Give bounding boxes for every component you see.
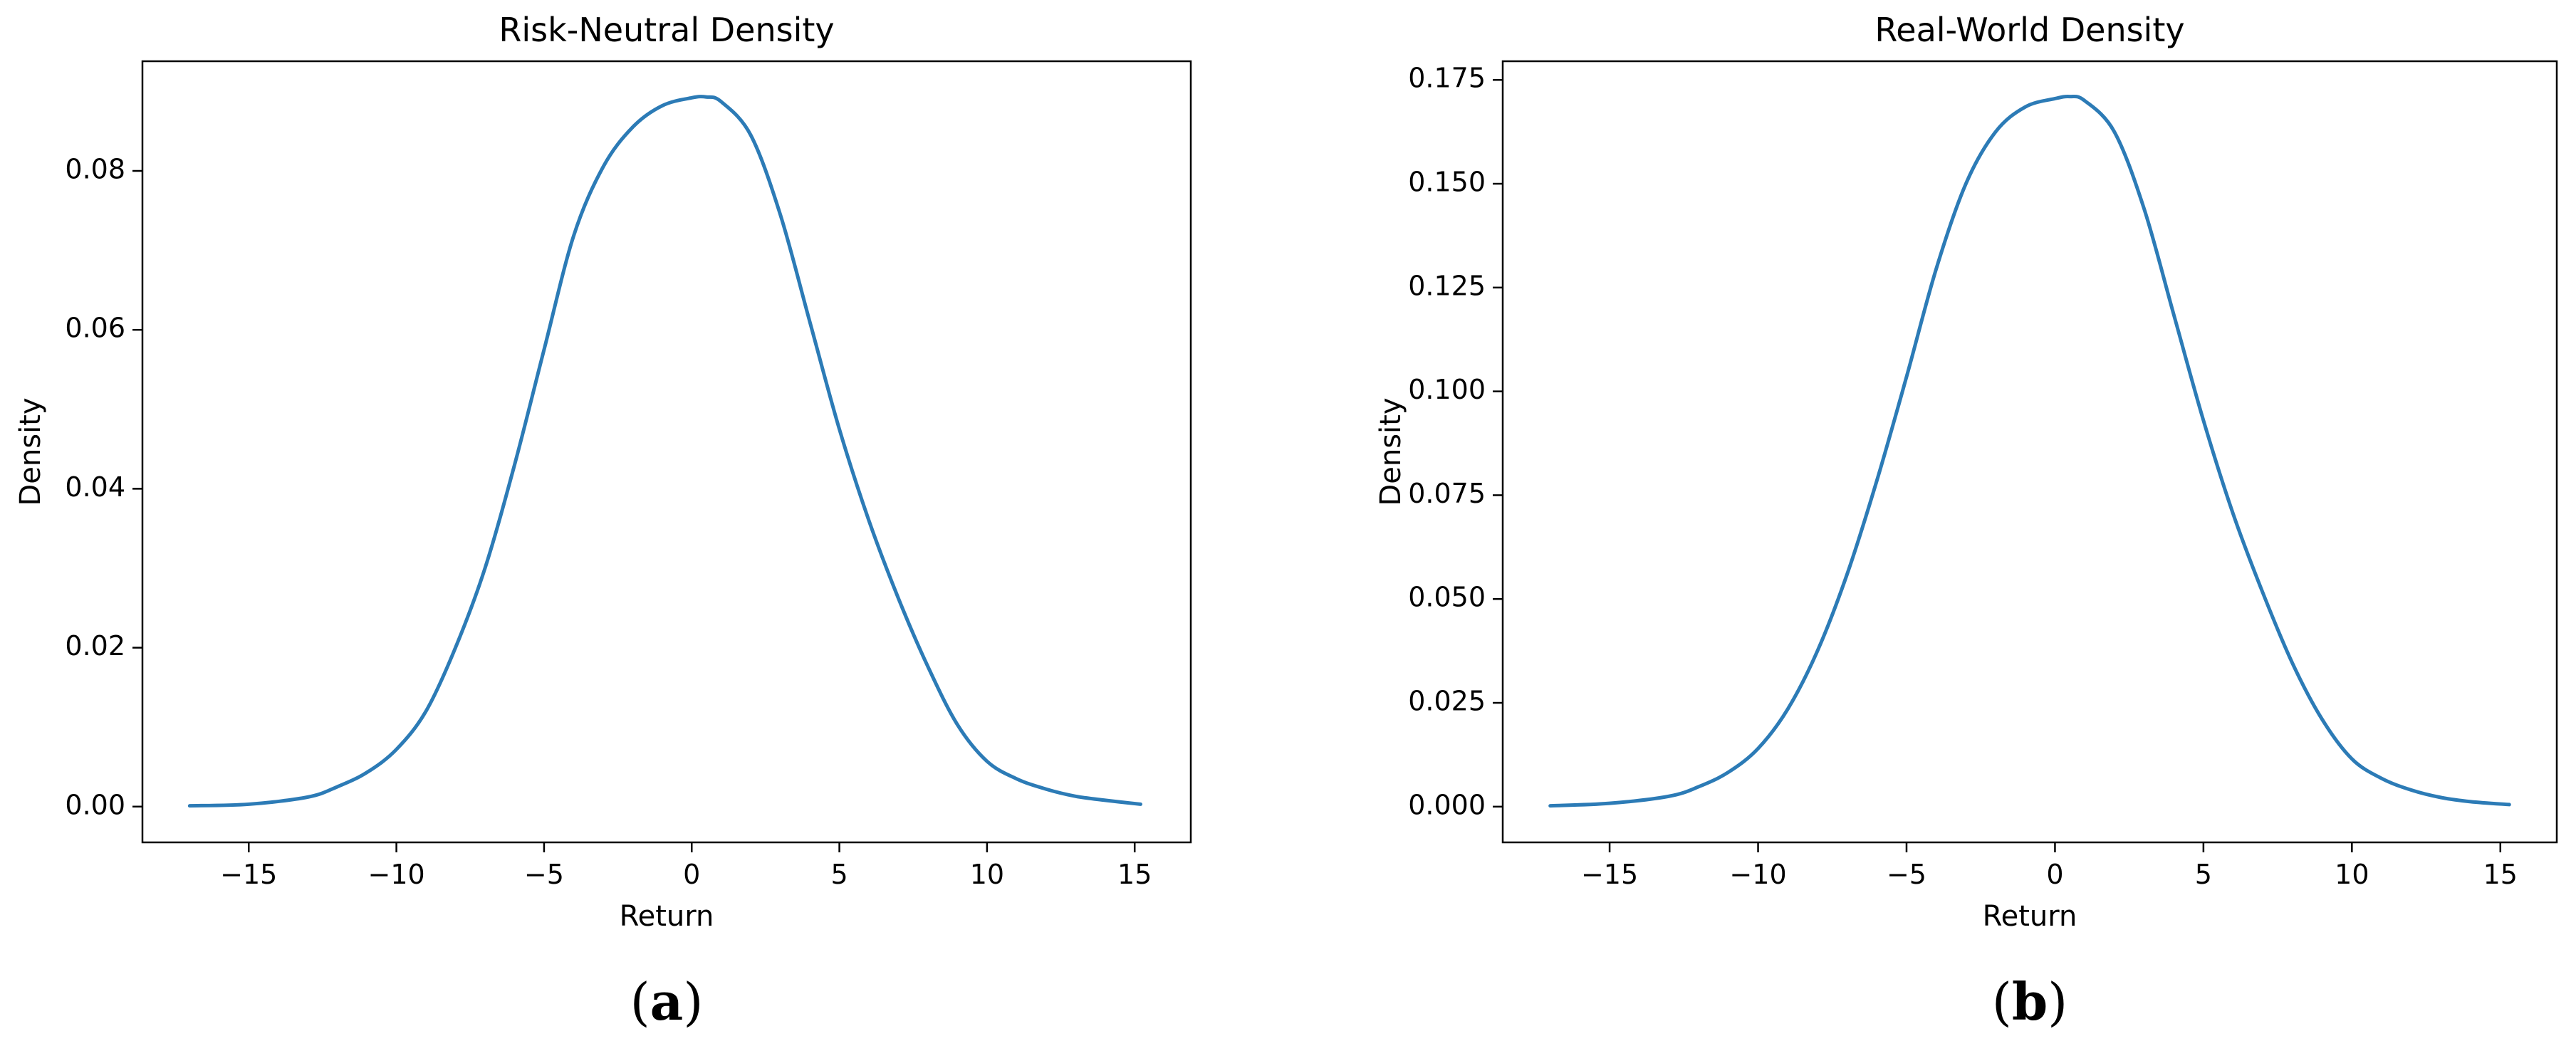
- y-tick-label: 0.125: [1408, 270, 1486, 301]
- x-tick-label: 0: [683, 859, 700, 890]
- plot-frame: [1501, 60, 2558, 844]
- chart-title: Risk-Neutral Density: [499, 11, 834, 49]
- x-tick-label: 0: [2046, 859, 2063, 890]
- density-curve: [1548, 94, 2511, 808]
- y-tick-label: 0.000: [1408, 789, 1486, 820]
- y-tick-label: 0.025: [1408, 686, 1486, 717]
- y-tick-label: 0.100: [1408, 374, 1486, 405]
- panel-caption: (b): [1992, 971, 2068, 1032]
- y-tick-label: 0.00: [65, 789, 125, 820]
- x-axis-label: Return: [620, 900, 714, 933]
- y-tick-label: 0.04: [65, 471, 125, 503]
- x-tick-label: 5: [2195, 859, 2212, 890]
- x-tick-label: 15: [1117, 859, 1152, 890]
- chart-title: Real-World Density: [1874, 11, 2184, 49]
- caption-letter: b: [2012, 971, 2048, 1032]
- x-tick-label: 10: [970, 859, 1004, 890]
- plot-area: −15 −10 −5 0 5 10 15 0.00 0.02 0.04 0.06 0.08: [65, 60, 1192, 890]
- y-axis-label: Density: [1375, 397, 1407, 506]
- y-axis-label: Density: [14, 397, 47, 506]
- y-tick-label: 0.02: [65, 630, 125, 662]
- y-tick-label: 0.06: [65, 313, 125, 344]
- y-tick-label: 0.08: [65, 154, 125, 185]
- y-tick-label: 0.175: [1408, 63, 1486, 94]
- caption-letter: a: [650, 971, 684, 1032]
- x-tick-label: −15: [1581, 859, 1638, 890]
- y-tick-label: 0.075: [1408, 478, 1486, 509]
- plot-frame: [141, 60, 1192, 844]
- x-tick-label: −10: [1729, 859, 1786, 890]
- caption-open-paren: (: [630, 972, 650, 1032]
- panel-real-world: Real-World Density Return Density −15 −10…: [1375, 11, 2558, 1032]
- density-curve: [187, 95, 1143, 808]
- caption-close-paren: ): [683, 972, 703, 1032]
- caption-open-paren: (: [1992, 972, 2012, 1032]
- x-tick-label: 15: [2483, 859, 2518, 890]
- panel-risk-neutral: Risk-Neutral Density Return Density −15−…: [14, 11, 1192, 1032]
- panel-caption: (a): [630, 971, 704, 1032]
- x-tick-label: 10: [2335, 859, 2369, 890]
- plot-area: −15 −10 −5 0 5 10 15 0.000 0.025 0.050 0.075 0.100 0…: [1408, 60, 2558, 890]
- x-tick-label: −5: [524, 859, 564, 890]
- x-tick-label: −5: [1887, 859, 1926, 890]
- x-tick-label: −15: [220, 859, 277, 890]
- caption-close-paren: ): [2048, 972, 2067, 1032]
- y-tick-label: 0.150: [1408, 167, 1486, 198]
- x-axis-label: Return: [1983, 900, 2077, 933]
- x-tick-label: 5: [830, 859, 848, 890]
- x-tick-label: −10: [367, 859, 424, 890]
- y-tick-label: 0.050: [1408, 582, 1486, 613]
